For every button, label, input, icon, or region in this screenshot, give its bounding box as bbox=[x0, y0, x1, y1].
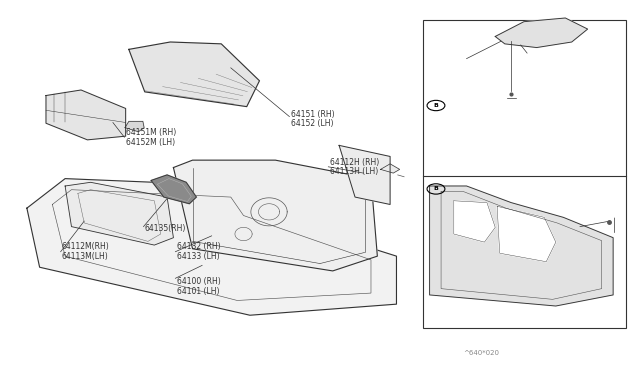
Text: 64132 (RH): 64132 (RH) bbox=[177, 243, 220, 251]
Text: 64151M (RH): 64151M (RH) bbox=[125, 128, 176, 137]
Text: ^640*020: ^640*020 bbox=[463, 350, 499, 356]
Text: B: B bbox=[433, 103, 438, 108]
Polygon shape bbox=[129, 42, 259, 107]
Polygon shape bbox=[497, 206, 556, 262]
Text: 64112M(RH): 64112M(RH) bbox=[62, 243, 109, 251]
Polygon shape bbox=[495, 18, 588, 48]
Text: 64113H (LH): 64113H (LH) bbox=[330, 167, 378, 176]
Text: 64152 (LH): 64152 (LH) bbox=[291, 119, 334, 128]
Text: 64133 (LH): 64133 (LH) bbox=[177, 252, 220, 262]
Text: 14952: 14952 bbox=[436, 54, 460, 63]
Polygon shape bbox=[46, 90, 125, 140]
Bar bbox=[423, 20, 626, 328]
Polygon shape bbox=[27, 179, 396, 315]
Polygon shape bbox=[454, 201, 495, 242]
Polygon shape bbox=[339, 145, 390, 205]
Text: (2)  16419M: (2) 16419M bbox=[447, 195, 493, 203]
Text: 64112H (RH): 64112H (RH) bbox=[330, 157, 379, 167]
Text: 64101 (LH): 64101 (LH) bbox=[177, 288, 219, 296]
Text: 64100 (RH): 64100 (RH) bbox=[177, 278, 220, 286]
Text: 64151 (RH): 64151 (RH) bbox=[291, 109, 335, 119]
Text: 08146-6162G: 08146-6162G bbox=[447, 185, 499, 193]
Text: 64135(RH): 64135(RH) bbox=[145, 224, 186, 233]
Polygon shape bbox=[429, 186, 613, 306]
Polygon shape bbox=[151, 175, 196, 204]
Polygon shape bbox=[381, 164, 399, 173]
Text: 64113M(LH): 64113M(LH) bbox=[62, 252, 109, 262]
Text: B: B bbox=[433, 186, 438, 192]
Text: 64152M (LH): 64152M (LH) bbox=[125, 138, 175, 147]
Text: 08146-8162G: 08146-8162G bbox=[447, 101, 499, 110]
Polygon shape bbox=[65, 182, 173, 245]
Text: SEE SEC.745: SEE SEC.745 bbox=[429, 303, 478, 312]
Polygon shape bbox=[173, 160, 378, 271]
Text: (3): (3) bbox=[451, 111, 462, 120]
Polygon shape bbox=[125, 121, 144, 132]
